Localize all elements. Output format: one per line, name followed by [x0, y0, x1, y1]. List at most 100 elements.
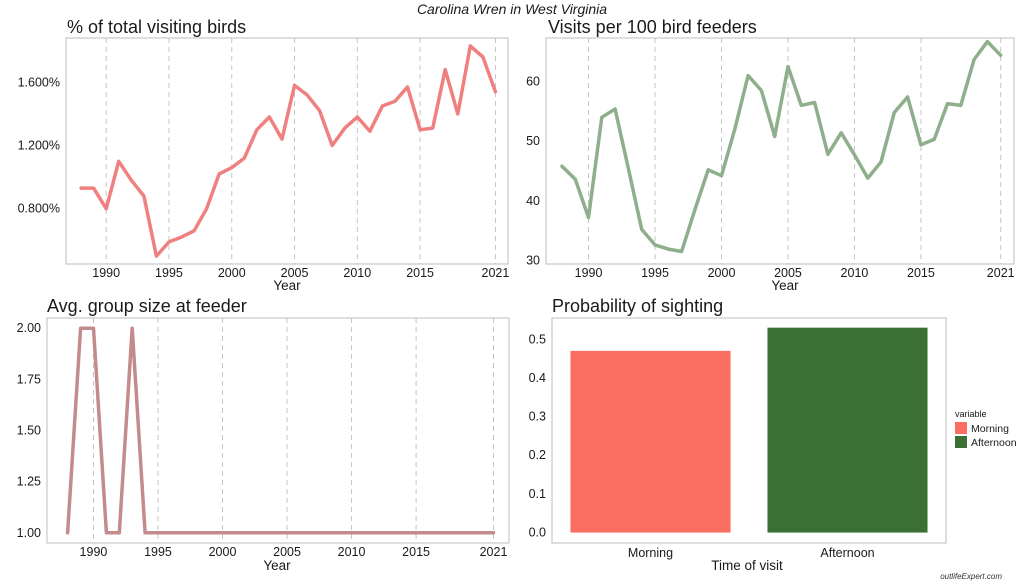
- data-point: [420, 129, 421, 130]
- x-tick-label: 1995: [641, 266, 669, 280]
- data-point: [907, 97, 908, 98]
- data-point: [432, 128, 433, 129]
- x-tick-label: 1990: [80, 545, 108, 559]
- y-tick-label: 1.00: [17, 526, 41, 540]
- legend: variable Morning Afternoon: [955, 409, 1017, 449]
- x-tick-label: 2010: [343, 266, 371, 280]
- series-line: [79, 44, 498, 258]
- data-point: [351, 532, 352, 533]
- x-tick-label: 2005: [774, 266, 802, 280]
- data-point: [261, 532, 262, 533]
- data-point: [445, 69, 446, 70]
- data-point: [338, 532, 339, 533]
- data-point: [841, 132, 842, 133]
- data-point: [934, 139, 935, 140]
- x-tick-label: 1990: [575, 266, 603, 280]
- data-point: [814, 102, 815, 103]
- data-point: [681, 251, 682, 252]
- legend-title: variable: [955, 409, 987, 419]
- data-point: [441, 532, 442, 533]
- data-point: [332, 145, 333, 146]
- data-point: [281, 139, 282, 140]
- data-point: [222, 532, 223, 533]
- data-point: [734, 129, 735, 130]
- y-tick-label: 0.5: [529, 332, 546, 346]
- watermark: outlifeExpert.com: [940, 572, 1002, 581]
- y-tick-label: 2.00: [17, 321, 41, 335]
- data-point: [894, 112, 895, 113]
- data-point: [274, 532, 275, 533]
- x-tick-label: 2005: [281, 266, 309, 280]
- panel-prob-xlabel: Time of visit: [711, 558, 783, 573]
- data-point: [403, 532, 404, 533]
- data-point: [457, 113, 458, 114]
- data-point: [269, 117, 270, 118]
- data-point: [119, 532, 120, 533]
- y-tick-label: 50: [526, 134, 540, 148]
- data-point: [81, 188, 82, 189]
- data-point: [143, 196, 144, 197]
- data-point: [132, 328, 133, 329]
- y-tick-label: 60: [526, 75, 540, 89]
- data-point: [407, 86, 408, 87]
- y-tick-label: 0.3: [529, 410, 546, 424]
- data-point: [987, 41, 988, 42]
- x-tick-label: 2015: [907, 266, 935, 280]
- panel-visits-title: Visits per 100 bird feeders: [548, 17, 757, 37]
- x-tick-label: 2021: [987, 266, 1015, 280]
- data-point: [206, 208, 207, 209]
- y-tick-label: 1.600%: [18, 75, 60, 89]
- bar-morning: [570, 350, 731, 533]
- data-point: [194, 230, 195, 231]
- data-point: [787, 66, 788, 67]
- data-point: [708, 169, 709, 170]
- x-tick-label: 2015: [406, 266, 434, 280]
- data-point: [209, 532, 210, 533]
- panel-group-title: Avg. group size at feeder: [47, 296, 247, 316]
- data-point: [655, 244, 656, 245]
- data-point: [867, 178, 868, 179]
- data-point: [231, 167, 232, 168]
- data-point: [854, 154, 855, 155]
- data-point: [325, 532, 326, 533]
- data-point: [382, 105, 383, 106]
- data-point: [357, 117, 358, 118]
- data-point: [774, 136, 775, 137]
- data-point: [641, 229, 642, 230]
- data-point: [106, 532, 107, 533]
- data-point: [294, 85, 295, 86]
- data-point: [588, 217, 589, 218]
- y-tick-label: 40: [526, 194, 540, 208]
- data-point: [344, 128, 345, 129]
- data-point: [561, 166, 562, 167]
- data-point: [390, 532, 391, 533]
- y-tick-label: 1.200%: [18, 138, 60, 152]
- data-point: [615, 108, 616, 109]
- data-point: [748, 75, 749, 76]
- panel-group-xlabel: Year: [263, 558, 291, 573]
- data-point: [93, 328, 94, 329]
- data-point: [145, 532, 146, 533]
- x-tick-label: 2000: [218, 266, 246, 280]
- data-point: [601, 117, 602, 118]
- y-tick-label: 30: [526, 253, 540, 267]
- plot-frame: [551, 317, 947, 544]
- data-point: [67, 532, 68, 533]
- panel-probability: Probability of sighting 0.0 0.1 0.2 0.3 0.4 0…: [529, 296, 1017, 573]
- panel-pct-visiting: % of total visiting birds 1990 1995 2000 20…: [18, 17, 510, 293]
- x-tick-label: 2010: [338, 545, 366, 559]
- x-tick-label: 1995: [144, 545, 172, 559]
- y-tick-label: 0.4: [529, 371, 546, 385]
- data-point: [470, 45, 471, 46]
- data-point: [394, 101, 395, 102]
- data-point: [467, 532, 468, 533]
- x-tick-label: 2005: [273, 545, 301, 559]
- data-point: [235, 532, 236, 533]
- panel-visits-xlabel: Year: [771, 278, 799, 293]
- y-tick-label: 1.75: [17, 372, 41, 386]
- y-tick-label: 1.25: [17, 475, 41, 489]
- legend-swatch-morning: [955, 422, 967, 434]
- data-point: [1000, 55, 1001, 56]
- data-point: [168, 241, 169, 242]
- x-tick-label: 2000: [708, 266, 736, 280]
